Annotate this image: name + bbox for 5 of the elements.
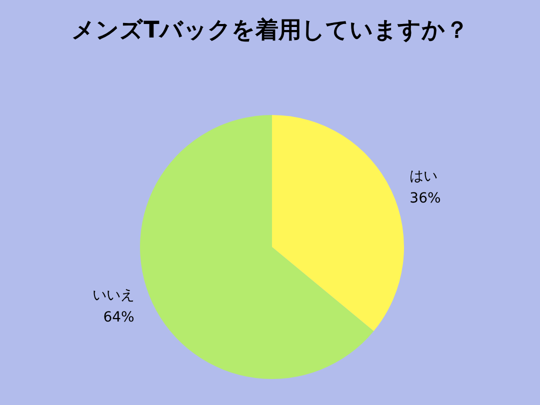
data-label: 64% (103, 310, 134, 326)
slice-label: はい (410, 168, 438, 184)
data-label: 36% (410, 190, 441, 206)
chart-title: メンズTバックを着用していますか？ (72, 16, 468, 44)
slice-label: いいえ (92, 288, 134, 304)
